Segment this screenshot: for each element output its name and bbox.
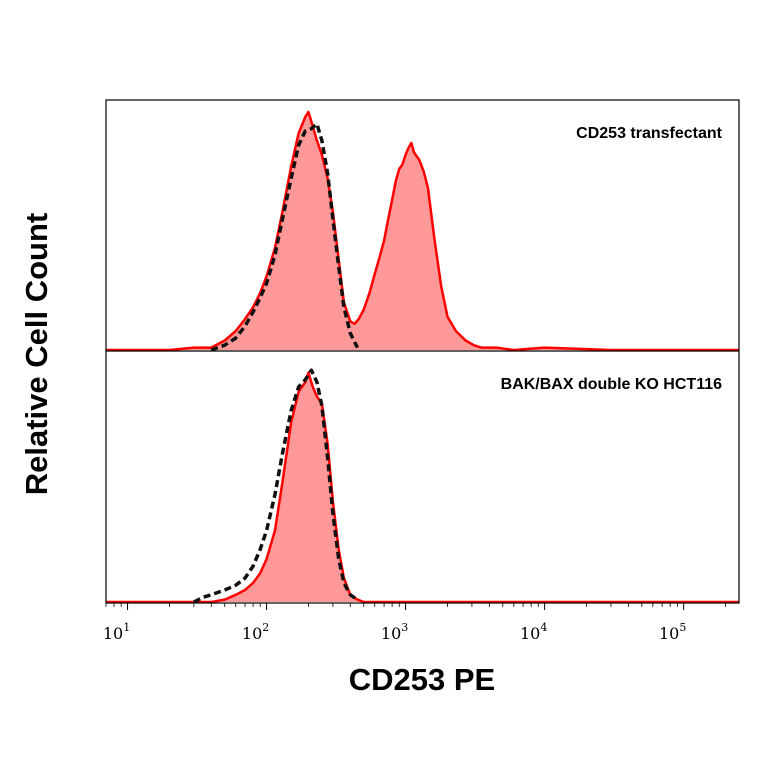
series-fill-1-0 [106,372,739,602]
x-tick-label-3: 104 [520,621,547,643]
series-dashed-0-1 [210,122,359,352]
x-axis-title: CD253 PE [349,662,495,697]
x-tick-label-2: 103 [381,621,408,643]
series-line-0-0 [106,110,739,352]
panel-label-top: CD253 transfectant [576,125,723,142]
panel-1 [106,368,739,604]
panel-label-bottom: BAK/BAX double KO HCT116 [501,376,722,393]
x-tick-label-0: 101 [103,621,130,643]
series-line-1-0 [106,371,739,604]
panel-0 [106,110,739,352]
series-dashed-1-1 [193,368,359,604]
panels [106,110,739,604]
x-tick-label-1: 102 [242,621,269,643]
y-axis-title: Relative Cell Count [19,213,54,496]
x-tick-label-4: 105 [659,621,686,643]
x-axis-ticks: 101 102 103 104 105 [103,603,726,643]
series-fill-0-0 [106,112,739,350]
